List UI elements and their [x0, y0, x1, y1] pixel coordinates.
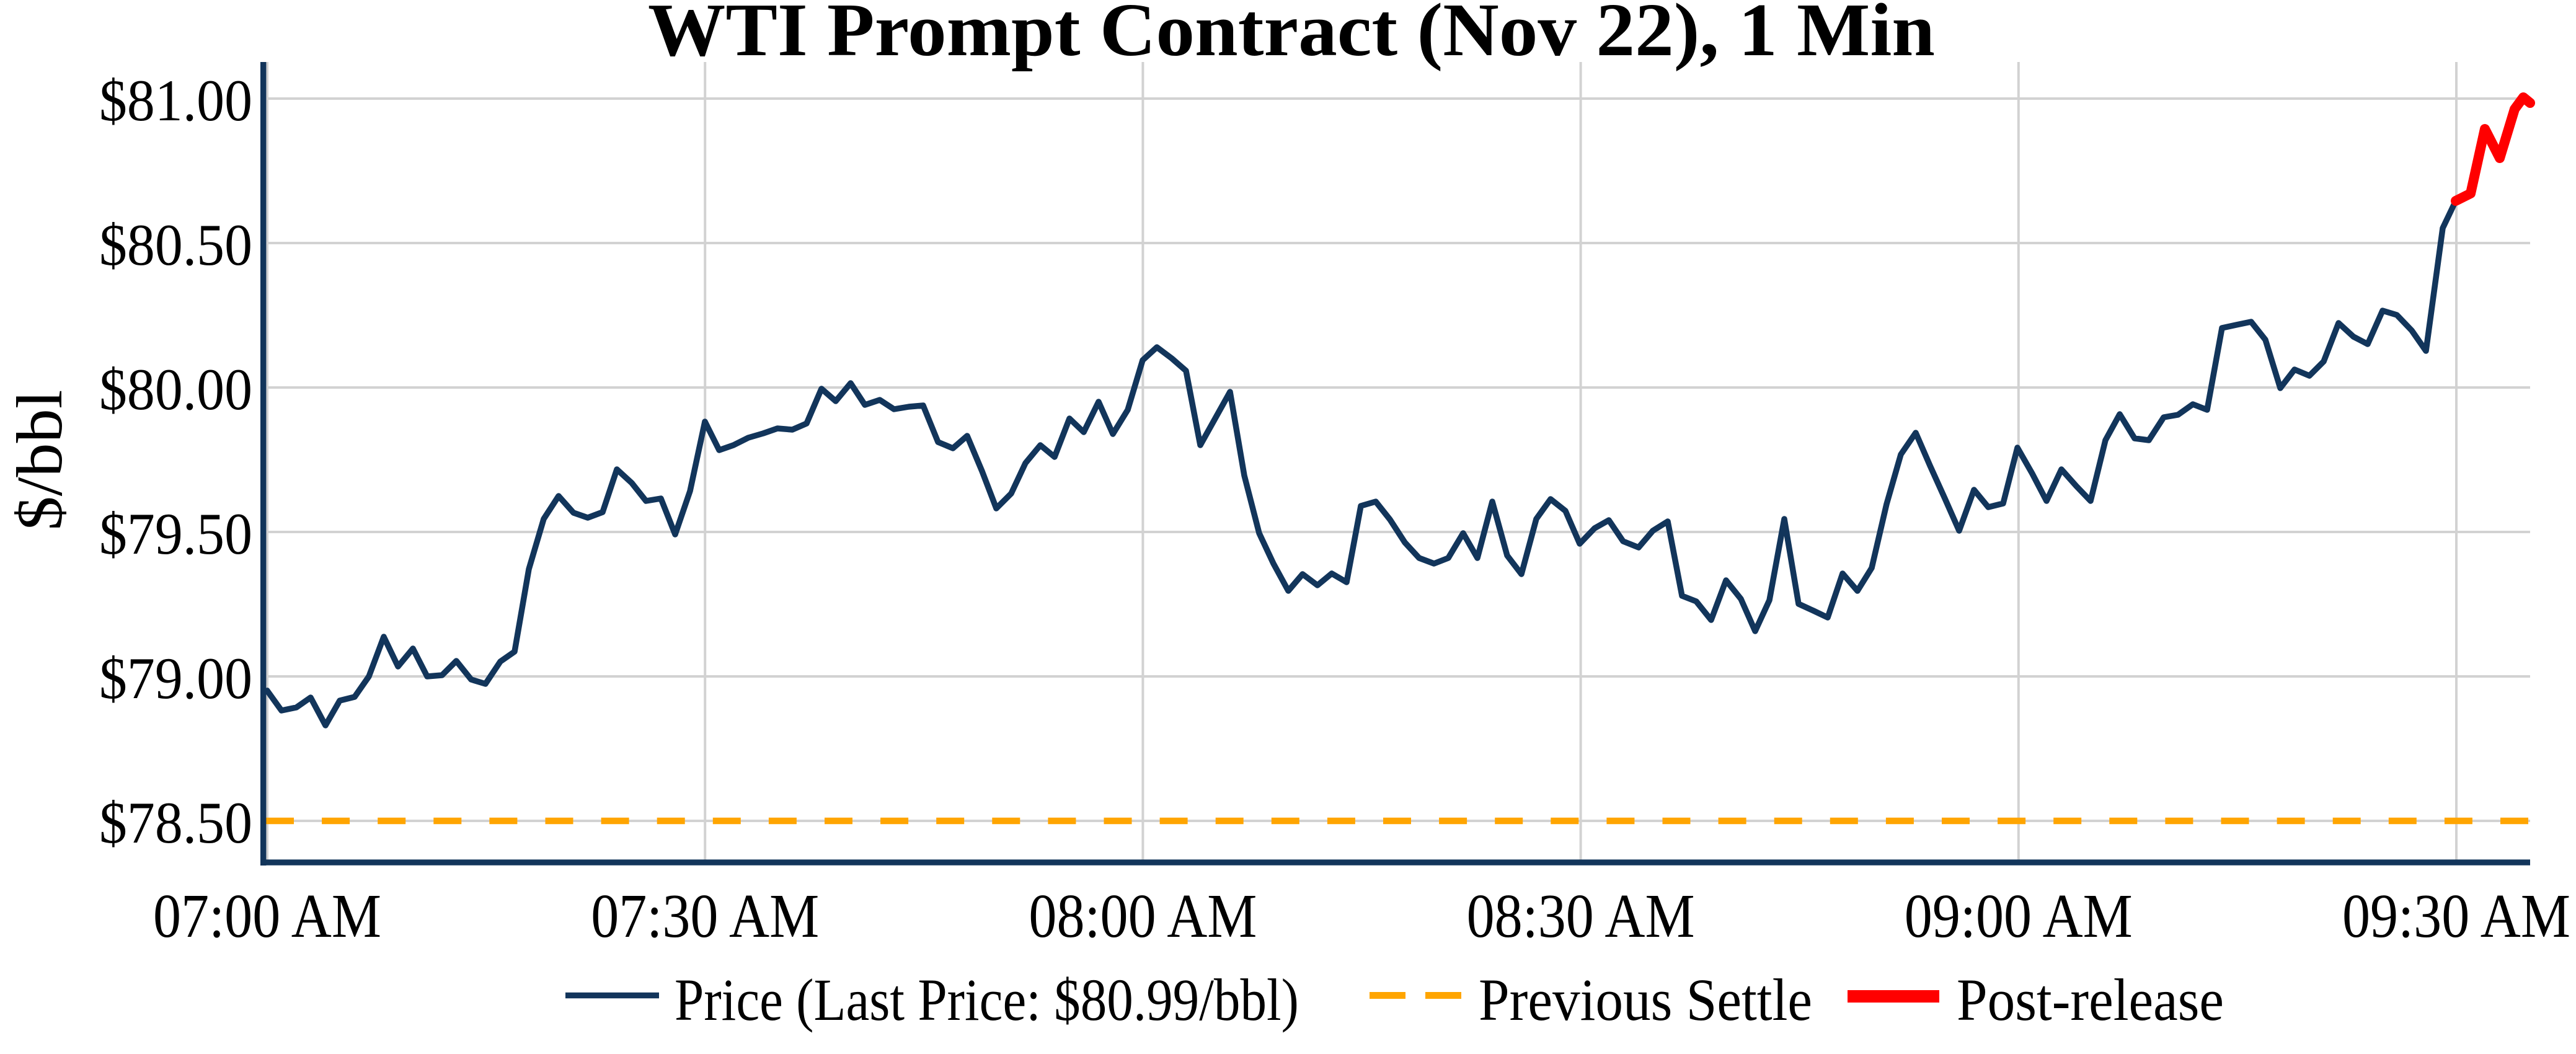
svg-text:$79.50: $79.50 — [99, 501, 252, 567]
svg-text:Post-release: Post-release — [1957, 967, 2224, 1033]
svg-text:07:30 AM: 07:30 AM — [591, 881, 819, 950]
svg-text:$/bbl: $/bbl — [3, 390, 76, 531]
svg-text:Price (Last Price: $80.99/bbl): Price (Last Price: $80.99/bbl) — [675, 967, 1299, 1033]
svg-text:WTI Prompt Contract (Nov 22),: WTI Prompt Contract (Nov 22), 1 Min — [648, 0, 1935, 72]
svg-text:$81.00: $81.00 — [99, 68, 252, 133]
svg-text:Previous Settle: Previous Settle — [1479, 967, 1812, 1033]
svg-text:$78.50: $78.50 — [99, 790, 252, 856]
svg-text:$80.00: $80.00 — [99, 356, 252, 422]
svg-text:09:30 AM: 09:30 AM — [2342, 881, 2570, 950]
svg-text:$80.50: $80.50 — [99, 212, 252, 278]
svg-text:08:00 AM: 08:00 AM — [1029, 881, 1257, 950]
svg-text:08:30 AM: 08:30 AM — [1467, 881, 1695, 950]
svg-text:07:00 AM: 07:00 AM — [153, 881, 381, 950]
svg-text:$79.00: $79.00 — [99, 645, 252, 711]
svg-text:09:00 AM: 09:00 AM — [1905, 881, 2133, 950]
